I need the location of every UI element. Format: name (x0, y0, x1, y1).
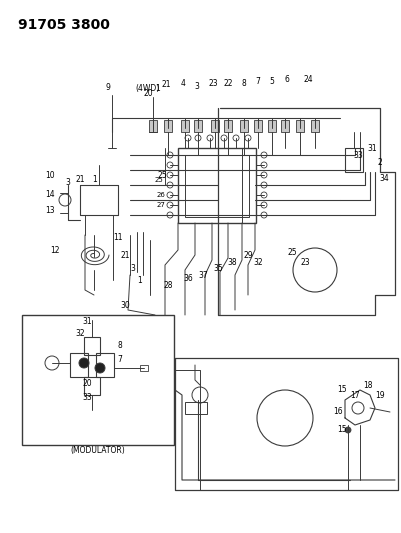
Bar (178, 148, 255, 223)
Text: 5: 5 (269, 77, 274, 85)
Bar (194, 120, 201, 132)
Text: 36: 36 (183, 273, 192, 282)
Text: 32: 32 (253, 257, 262, 266)
Text: 15: 15 (336, 385, 346, 394)
Bar (310, 120, 318, 132)
Text: 20: 20 (143, 88, 152, 98)
Text: 13: 13 (45, 206, 55, 214)
Text: 28: 28 (163, 280, 172, 289)
Text: 25: 25 (286, 247, 296, 256)
Text: 38: 38 (227, 257, 236, 266)
Bar (84, 377, 100, 395)
Bar (180, 120, 188, 132)
Bar (140, 365, 148, 371)
Text: 3: 3 (130, 263, 135, 272)
Text: 26: 26 (157, 192, 166, 198)
Text: 25: 25 (157, 171, 166, 180)
Bar (344, 148, 362, 172)
Text: 14: 14 (45, 190, 55, 198)
Bar (211, 120, 219, 132)
Circle shape (79, 358, 89, 368)
Text: 29: 29 (243, 251, 252, 260)
Bar (295, 120, 303, 132)
Text: 23: 23 (300, 257, 309, 266)
Text: 2: 2 (377, 157, 381, 166)
Text: 24: 24 (302, 75, 312, 84)
Text: 33: 33 (82, 393, 92, 402)
Text: 25: 25 (155, 177, 163, 183)
Text: 30: 30 (120, 301, 130, 310)
Text: 21: 21 (75, 174, 85, 183)
Text: 21: 21 (120, 251, 130, 260)
Text: 8: 8 (241, 78, 246, 87)
Text: 20: 20 (82, 378, 91, 387)
Text: 12: 12 (50, 246, 60, 254)
Text: 16: 16 (332, 408, 342, 416)
Text: 6: 6 (284, 75, 289, 84)
Text: 4: 4 (180, 78, 185, 87)
Text: 31: 31 (366, 143, 376, 152)
Text: 22: 22 (223, 78, 232, 87)
Bar (184, 402, 207, 414)
Text: (4WD): (4WD) (136, 84, 160, 93)
Text: 1: 1 (137, 276, 142, 285)
Text: 1: 1 (92, 174, 97, 183)
Text: 18: 18 (363, 381, 372, 390)
Bar (70, 353, 88, 377)
Text: 31: 31 (82, 318, 91, 327)
Bar (280, 120, 288, 132)
Text: 23: 23 (208, 78, 217, 87)
Text: 37: 37 (198, 271, 207, 279)
Text: 27: 27 (157, 202, 166, 208)
Text: 1: 1 (155, 84, 160, 93)
Text: 9: 9 (105, 83, 110, 92)
Text: 3: 3 (194, 82, 199, 91)
Bar (253, 120, 261, 132)
Text: 35: 35 (213, 263, 222, 272)
Text: 15: 15 (336, 425, 346, 434)
Bar (267, 120, 275, 132)
Bar (164, 120, 172, 132)
Text: 32: 32 (75, 329, 85, 338)
Text: 10: 10 (45, 171, 55, 180)
Bar (184, 155, 248, 217)
Bar (149, 120, 157, 132)
Text: 34: 34 (378, 174, 388, 182)
Circle shape (344, 427, 350, 433)
Text: 7: 7 (117, 356, 122, 365)
Circle shape (95, 363, 105, 373)
Text: 11: 11 (113, 232, 122, 241)
Text: 21: 21 (161, 79, 170, 88)
Bar (223, 120, 231, 132)
Text: 8: 8 (117, 341, 122, 350)
Text: 17: 17 (349, 391, 359, 400)
Text: (MODULATOR): (MODULATOR) (71, 446, 125, 455)
Text: 7: 7 (255, 77, 260, 85)
Text: 3: 3 (65, 177, 70, 187)
Text: 33: 33 (352, 150, 362, 159)
Bar (239, 120, 247, 132)
Bar (84, 337, 100, 355)
Bar (96, 353, 114, 377)
Text: 91705 3800: 91705 3800 (18, 18, 109, 32)
Bar (22, 315, 174, 445)
Text: 19: 19 (374, 391, 384, 400)
